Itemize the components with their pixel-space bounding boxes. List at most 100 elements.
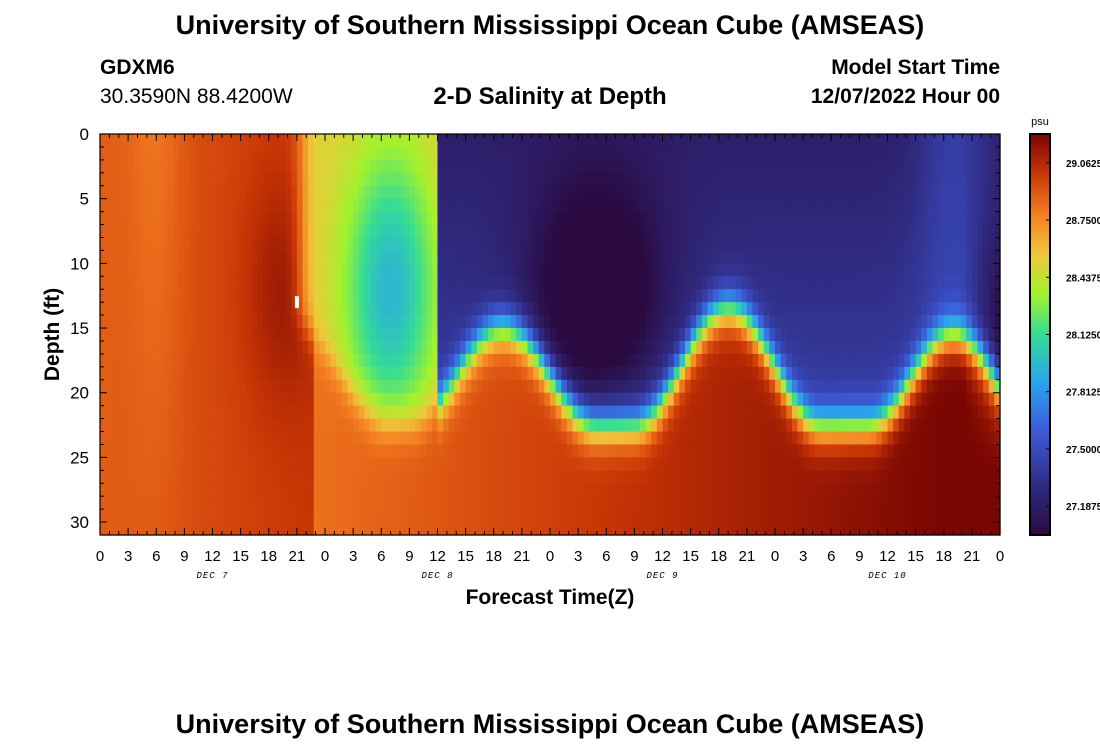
heatmap-cell [206, 250, 214, 264]
heatmap-cell [471, 159, 478, 174]
heatmap-cell [893, 509, 900, 523]
heatmap-cell [448, 289, 455, 303]
heatmap-cell [263, 263, 270, 277]
heatmap-cell [398, 250, 405, 264]
heatmap-cell [426, 198, 433, 213]
heatmap-cell [100, 366, 107, 381]
heatmap-cell [206, 172, 214, 187]
heatmap-cell [932, 470, 939, 484]
heatmap-cell [516, 522, 523, 536]
heatmap-cell [341, 328, 349, 342]
heatmap-cell [971, 483, 979, 497]
heatmap-cell [656, 418, 664, 433]
heatmap-cell [977, 418, 984, 433]
heatmap-cell [465, 457, 472, 471]
heatmap-cell [746, 470, 754, 484]
heatmap-cell [893, 211, 900, 226]
heatmap-cell [876, 431, 883, 446]
heatmap-cell [100, 431, 107, 446]
heatmap-cell [386, 276, 394, 290]
heatmap-cell [825, 276, 832, 290]
heatmap-cell [679, 276, 686, 290]
heatmap-cell [353, 418, 360, 433]
heatmap-cell [403, 276, 410, 290]
heatmap-cell [493, 276, 500, 290]
heatmap-cell [673, 172, 680, 187]
heatmap-cell [347, 159, 354, 174]
heatmap-cell [291, 185, 298, 200]
heatmap-cell [555, 418, 562, 433]
heatmap-cell [820, 444, 827, 458]
heatmap-cell [375, 185, 382, 200]
heatmap-cell [668, 302, 675, 316]
heatmap-cell [758, 483, 765, 497]
heatmap-cell [932, 366, 939, 381]
heatmap-cell [375, 418, 382, 433]
heatmap-cell [971, 496, 979, 510]
heatmap-cell [550, 134, 557, 148]
heatmap-cell [527, 405, 534, 420]
heatmap-cell [274, 211, 281, 226]
heatmap-cell [285, 250, 292, 264]
heatmap-cell [308, 522, 315, 536]
heatmap-cell [791, 522, 799, 536]
heatmap-cell [859, 211, 866, 226]
heatmap-cell [268, 302, 275, 316]
heatmap-cell [100, 379, 107, 394]
heatmap-cell [448, 185, 455, 200]
heatmap-cell [460, 276, 467, 290]
heatmap-cell [398, 522, 405, 536]
heatmap-cell [853, 509, 860, 523]
heatmap-cell [443, 134, 450, 148]
heatmap-cell [988, 483, 995, 497]
heatmap-cell [184, 431, 191, 446]
heatmap-cell [161, 328, 169, 342]
heatmap-cell [960, 185, 967, 200]
heatmap-cell [803, 483, 810, 497]
heatmap-cell [246, 379, 253, 394]
heatmap-cell [156, 509, 163, 523]
heatmap-cell [190, 302, 197, 316]
heatmap-cell [808, 353, 815, 368]
heatmap-cell [730, 405, 737, 420]
heatmap-cell [251, 405, 259, 420]
heatmap-cell [555, 353, 562, 368]
heatmap-cell [859, 237, 866, 252]
heatmap-cell [111, 315, 118, 329]
heatmap-cell [178, 509, 185, 523]
heatmap-cell [319, 418, 326, 433]
heatmap-cell [370, 146, 377, 161]
heatmap-cell [623, 496, 630, 510]
heatmap-cell [994, 379, 1001, 394]
heatmap-cell [600, 302, 607, 316]
heatmap-cell [212, 522, 219, 536]
heatmap-cell [285, 146, 292, 161]
heatmap-cell [476, 134, 484, 148]
heatmap-cell [617, 522, 624, 536]
heatmap-cell [499, 263, 506, 277]
heatmap-cell [403, 263, 410, 277]
heatmap-cell [600, 509, 607, 523]
heatmap-cell [775, 237, 782, 252]
heatmap-cell [206, 353, 214, 368]
heatmap-cell [915, 340, 922, 355]
heatmap-cell [268, 289, 275, 303]
heatmap-cell [988, 392, 995, 407]
heatmap-cell [178, 340, 185, 355]
heatmap-cell [246, 146, 253, 161]
heatmap-cell [679, 457, 686, 471]
heatmap-cell [516, 340, 523, 355]
heatmap-cell [274, 496, 281, 510]
heatmap-cell [150, 172, 157, 187]
heatmap-cell [955, 224, 962, 239]
heatmap-cell [471, 353, 478, 368]
heatmap-cell [701, 457, 709, 471]
heatmap-cell [488, 250, 495, 264]
heatmap-cell [955, 509, 962, 523]
heatmap-cell [516, 237, 523, 252]
heatmap-cell [313, 198, 320, 213]
heatmap-cell [758, 224, 765, 239]
heatmap-cell [190, 224, 197, 239]
heatmap-cell [296, 263, 304, 277]
heatmap-cell [313, 134, 320, 148]
